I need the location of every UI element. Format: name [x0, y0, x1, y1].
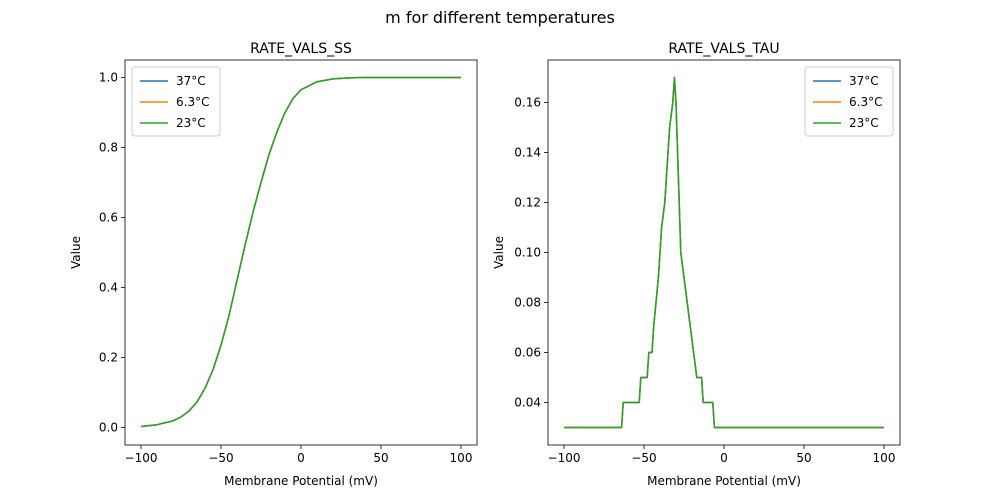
y-tick-label: 0.4: [99, 281, 118, 295]
y-tick-label: 1.0: [99, 71, 118, 85]
x-tick-label: 100: [873, 451, 896, 465]
figure-suptitle: m for different temperatures: [385, 8, 615, 27]
y-tick-label: 0.6: [99, 211, 118, 225]
y-tick-label: 0.04: [514, 396, 541, 410]
legend-entry: 23°C: [176, 116, 206, 130]
y-tick-label: 0.2: [99, 351, 118, 365]
x-tick-label: −100: [548, 451, 581, 465]
x-axis-label: Membrane Potential (mV): [647, 474, 801, 488]
y-axis-label: Value: [69, 236, 83, 269]
x-tick-label: 50: [796, 451, 811, 465]
x-tick-label: 100: [450, 451, 473, 465]
legend-entry: 6.3°C: [176, 95, 209, 109]
panel-rate-vals-ss: RATE_VALS_SS −100 −50 0 50 100 0.0 0.2 0.4 0.6 0.8…: [69, 41, 478, 488]
y-tick-label: 0.12: [514, 196, 541, 210]
series-line-2: [564, 76, 884, 429]
chart-title: RATE_VALS_TAU: [668, 41, 779, 57]
y-tick-label: 0.0: [99, 421, 118, 435]
legend-box: [804, 66, 894, 137]
x-tick-label: −50: [208, 451, 233, 465]
y-tick-label: 0.16: [514, 96, 541, 110]
legend-entry: 37°C: [176, 74, 206, 88]
legend-entry: 23°C: [849, 116, 879, 130]
y-tick-label: 0.8: [99, 141, 118, 155]
y-tick-label: 0.14: [514, 146, 541, 160]
series-line-2: [140, 76, 461, 428]
x-tick-label: 50: [373, 451, 388, 465]
x-tick-label: −50: [631, 451, 656, 465]
x-tick-label: −100: [125, 451, 158, 465]
x-tick-label: 0: [297, 451, 305, 465]
y-tick-label: 0.10: [514, 246, 541, 260]
chart-title: RATE_VALS_SS: [250, 41, 352, 57]
y-axis-label: Value: [492, 236, 506, 269]
legend: 37°C 6.3°C 23°C: [131, 66, 221, 137]
x-tick-label: 0: [720, 451, 728, 465]
y-tick-label: 0.08: [514, 296, 541, 310]
legend-entry: 37°C: [849, 74, 879, 88]
legend-box: [131, 66, 221, 137]
legend: 37°C 6.3°C 23°C: [804, 66, 894, 137]
panel-rate-vals-tau: RATE_VALS_TAU −100 −50 0 50 100 0.04 0.06 0.08 0.…: [492, 41, 901, 488]
x-axis-label: Membrane Potential (mV): [224, 474, 378, 488]
legend-entry: 6.3°C: [849, 95, 882, 109]
y-tick-label: 0.06: [514, 346, 541, 360]
